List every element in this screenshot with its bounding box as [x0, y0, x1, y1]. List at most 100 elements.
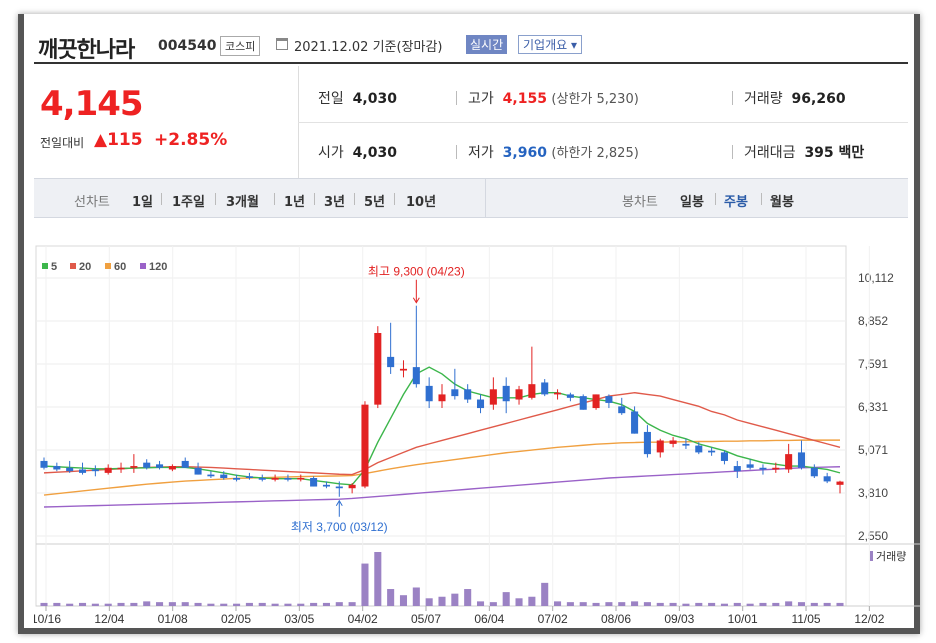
- volume-bar: [156, 602, 164, 606]
- volume-bar: [464, 589, 472, 606]
- volume-bar: [836, 602, 844, 606]
- stat-amount-value: 395 백만: [804, 145, 865, 161]
- stat-open-value: 4,030: [352, 145, 397, 161]
- volume-bar: [823, 602, 831, 606]
- y-tick-label: 7,591: [858, 357, 888, 371]
- volume-bar: [554, 601, 562, 606]
- stat-prev-label: 전일: [318, 91, 344, 107]
- stock-code: 004540: [158, 38, 217, 54]
- change-amount: ▲115: [94, 130, 143, 150]
- stat-divider: [732, 91, 733, 105]
- price-block: 4,145 전일대비 ▲115 +2.85%: [34, 66, 298, 178]
- candle-body: [631, 411, 639, 434]
- price-chart[interactable]: 10,112 8,852 7,591 6,331 5,071 3,810 2,550 10/1…: [34, 218, 920, 628]
- min-arrow-head: [335, 499, 343, 507]
- volume-bar: [181, 602, 189, 606]
- plot-border: [35, 245, 847, 607]
- candle-body: [785, 454, 793, 470]
- candle-body: [53, 466, 61, 470]
- candle-body: [207, 474, 215, 477]
- candle-body: [233, 477, 241, 480]
- period-1d[interactable]: 1일: [132, 195, 154, 210]
- volume-bar: [528, 596, 536, 606]
- candle-body: [476, 399, 485, 409]
- volume-bar: [66, 603, 74, 606]
- candle-daily[interactable]: 일봉: [680, 195, 704, 210]
- volume-bar: [438, 596, 446, 606]
- volume-bar: [708, 602, 716, 606]
- stat-volume: 거래량 96,260: [744, 88, 846, 108]
- candle-body: [720, 452, 728, 461]
- x-tick-label: 10/01: [728, 612, 758, 626]
- calendar-icon: [276, 38, 288, 50]
- period-divider: [394, 193, 395, 205]
- y-tick-label: 5,071: [858, 443, 888, 457]
- candle-body: [168, 466, 176, 470]
- stat-divider: [456, 91, 457, 105]
- max-annotation: 최고 9,300 (04/23): [368, 265, 465, 279]
- stats-row-divider: [298, 122, 908, 123]
- stat-amount: 거래대금 395 백만: [744, 142, 864, 162]
- candle-body: [181, 460, 189, 468]
- candle-body: [823, 476, 831, 482]
- candle-body: [361, 404, 369, 487]
- candle-body: [836, 481, 844, 485]
- candle-body: [669, 440, 677, 444]
- x-tick-label: 10/16: [34, 612, 61, 626]
- line-chart-label: 선차트: [74, 195, 110, 210]
- candle-body: [772, 467, 780, 470]
- x-tick-label: 06/04: [474, 612, 504, 626]
- candle-body: [271, 477, 279, 480]
- period-1w[interactable]: 1주일: [172, 195, 205, 210]
- x-tick-label: 07/02: [538, 612, 568, 626]
- volume-bar: [810, 602, 818, 606]
- stat-low: 저가 3,960 (하한가 2,825): [468, 142, 639, 162]
- legend-label: 20: [79, 261, 91, 273]
- candle-body: [258, 477, 266, 480]
- period-3y[interactable]: 3년: [324, 195, 346, 210]
- volume-bar: [489, 602, 497, 606]
- period-3m[interactable]: 3개월: [226, 195, 259, 210]
- candle-body: [618, 406, 626, 414]
- volume-bar: [245, 602, 253, 606]
- stat-open: 시가 4,030: [318, 142, 397, 162]
- period-divider: [274, 193, 275, 205]
- candle-body: [810, 467, 818, 477]
- period-divider: [761, 193, 762, 205]
- stock-name[interactable]: 깨끗한나라: [38, 38, 135, 63]
- candle-body: [374, 332, 382, 405]
- volume-bar: [797, 602, 806, 606]
- ma5-line: [43, 366, 841, 486]
- volume-bar: [502, 592, 510, 606]
- volume-bar: [746, 603, 754, 606]
- candle-body: [746, 464, 754, 468]
- volume-bar: [168, 602, 176, 606]
- company-info-dropdown[interactable]: 기업개요 ▾: [518, 35, 582, 54]
- volume-bar: [194, 602, 202, 606]
- volume-bar: [348, 602, 356, 606]
- candle-body: [643, 431, 651, 455]
- candle-body: [297, 477, 305, 480]
- candle-monthly[interactable]: 월봉: [770, 195, 794, 210]
- volume-bar: [271, 603, 279, 606]
- period-5y[interactable]: 5년: [364, 195, 386, 210]
- stat-lower-limit: (하한가 2,825): [551, 146, 639, 161]
- min-annotation: 최저 3,700 (03/12): [291, 520, 388, 534]
- period-10y[interactable]: 10년: [406, 195, 437, 210]
- period-divider: [161, 193, 162, 205]
- volume-bar: [412, 587, 420, 606]
- y-tick-label: 8,852: [858, 314, 888, 328]
- candle-weekly[interactable]: 주봉: [724, 195, 748, 210]
- ma60-line: [43, 439, 840, 496]
- volume-bar: [143, 601, 151, 606]
- candle-body: [156, 464, 164, 468]
- y-tick-label: 2,550: [858, 529, 888, 543]
- volume-bar: [759, 602, 767, 606]
- ma120-line: [43, 466, 841, 508]
- volume-bar: [104, 603, 112, 606]
- period-1y[interactable]: 1년: [284, 195, 306, 210]
- period-bar: 선차트 1일 1주일 3개월 1년 3년 5년 10년 봉차트 일봉 주봉 월봉: [34, 178, 908, 218]
- candle-body: [579, 396, 587, 410]
- realtime-button[interactable]: 실시간: [466, 35, 508, 54]
- volume-bar: [258, 602, 266, 606]
